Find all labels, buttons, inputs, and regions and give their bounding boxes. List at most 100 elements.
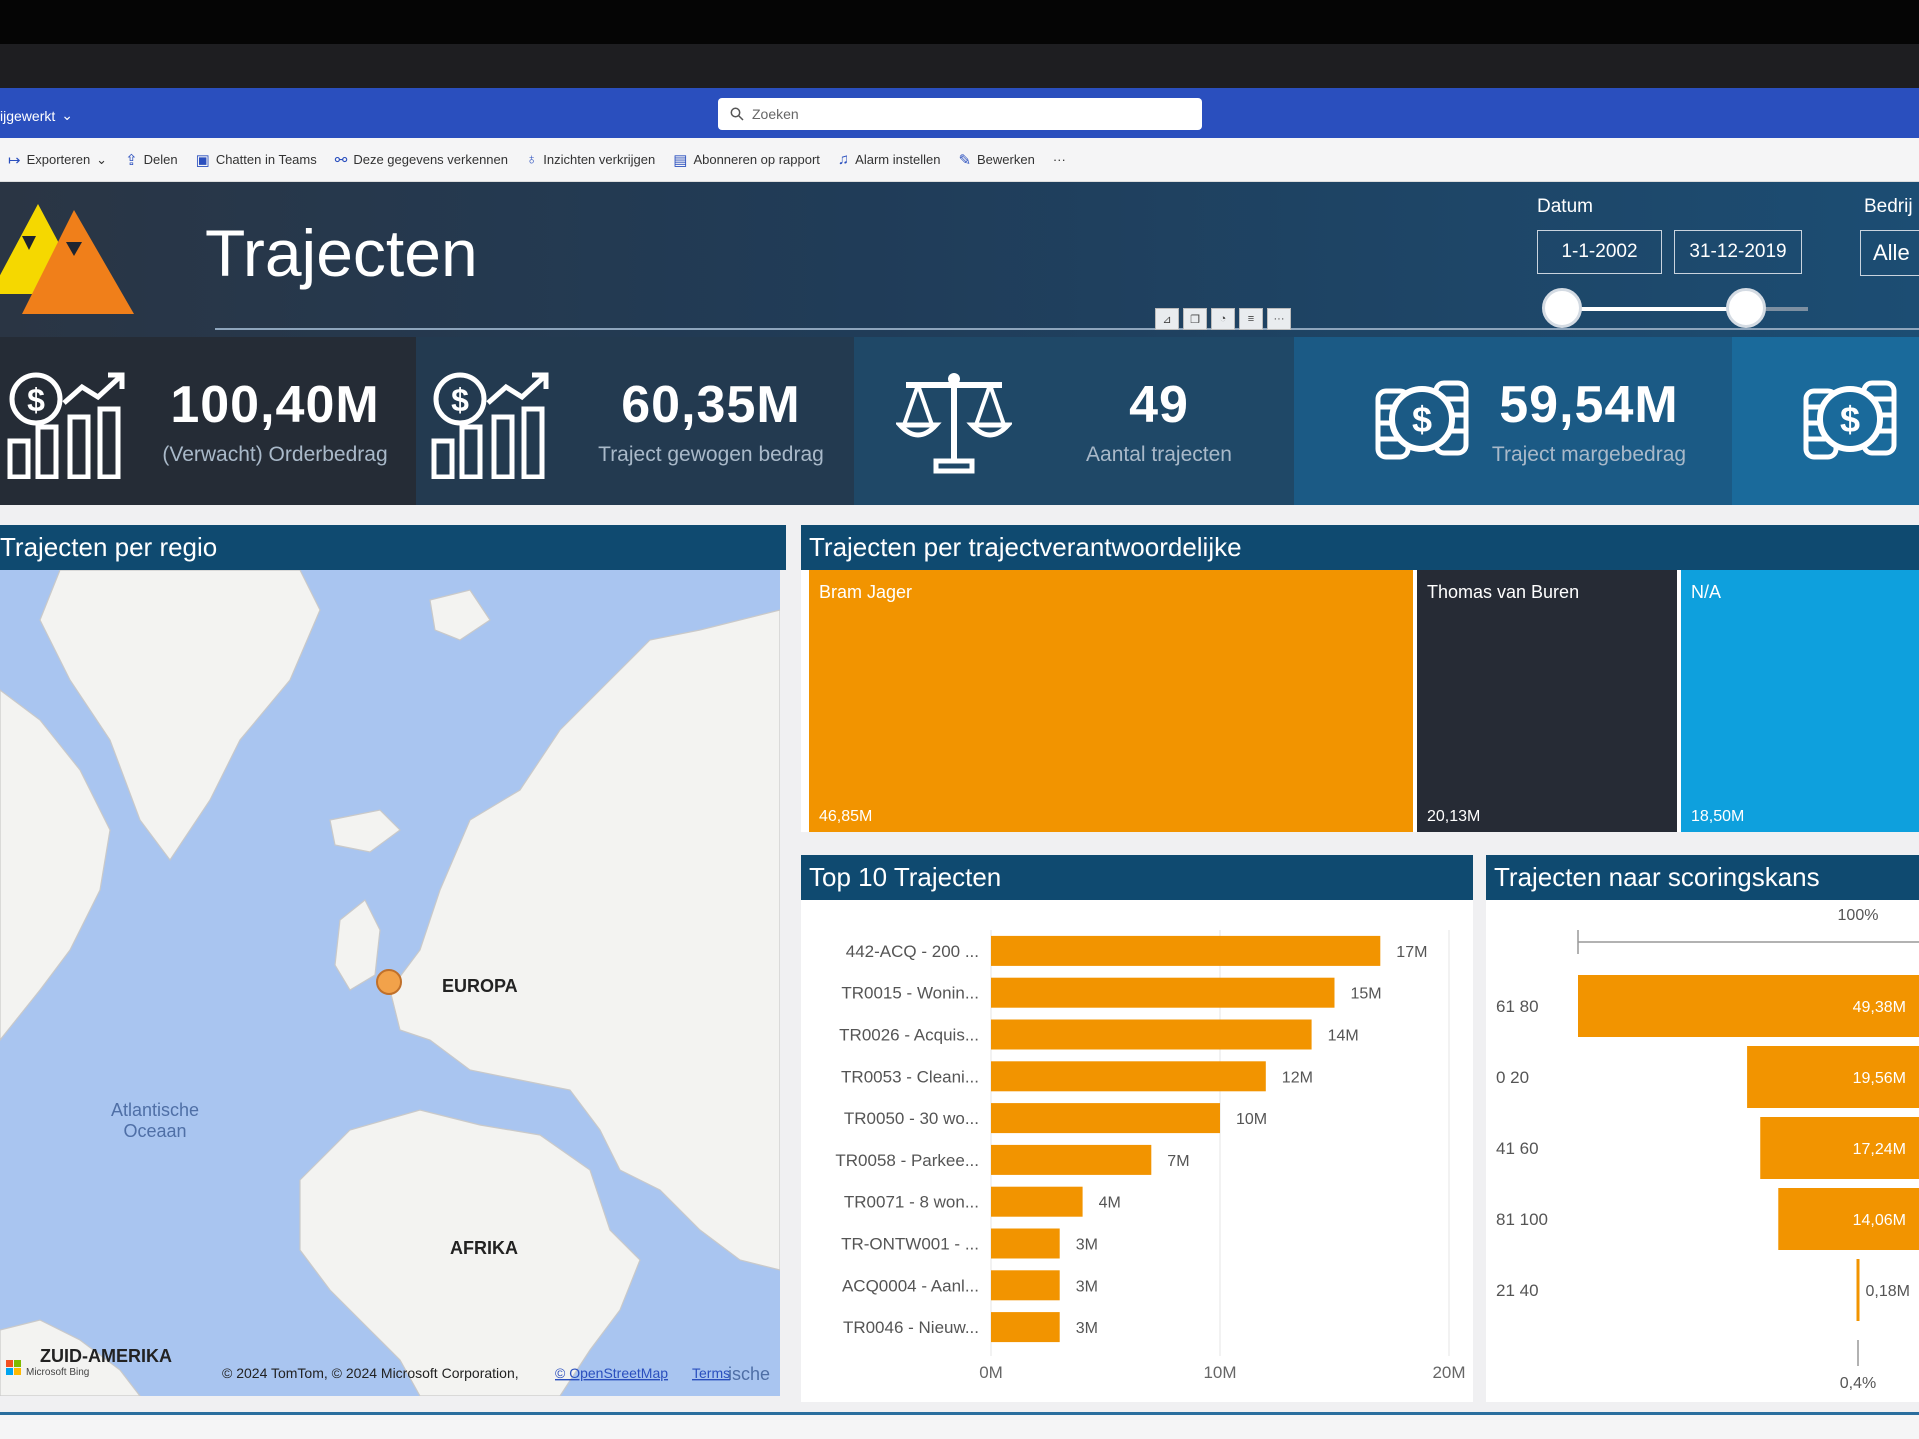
map-attribution: © 2024 TomTom, © 2024 Microsoft Corporat… [222,1365,519,1381]
chart-dollar-icon: $ [431,372,549,479]
region-map[interactable]: EUROPA AFRIKA ZUID-AMERIKA Atlantische O… [0,570,780,1396]
bar[interactable] [991,1019,1312,1050]
export-icon: ↦ [8,151,21,169]
date-slider-start-handle[interactable] [1542,288,1582,328]
x-tick-label: 10M [1203,1363,1236,1382]
chevron-down-icon: ⌄ [96,151,108,167]
bar[interactable] [991,1103,1220,1134]
company-slicer-dropdown[interactable]: Alle [1860,230,1919,276]
bell-icon[interactable]: ◔ [1211,308,1235,330]
chart-dollar-icon: $ [7,372,125,479]
bar[interactable] [991,1228,1060,1259]
bar[interactable] [991,1144,1152,1175]
chevron-down-icon: ⌄ [61,107,73,123]
scale-icon [896,373,1012,474]
bar-value-label: 12M [1282,1069,1313,1086]
export-button[interactable]: ↦ Exporteren ⌄ [8,151,108,169]
date-slider-end-handle[interactable] [1726,288,1766,328]
bar[interactable] [991,977,1335,1008]
logo [0,204,134,314]
funnel-bar[interactable] [1760,1117,1919,1179]
eurasia-shape [389,609,780,1271]
svg-text:$: $ [451,382,469,418]
category-label: TR0015 - Wonin... [841,984,979,1003]
bar[interactable] [991,935,1381,966]
kpi-card-partial: $ [1732,337,1919,505]
kpi-label: Aantal trajecten [1086,443,1232,466]
treemap-tile-name: Thomas van Buren [1427,582,1580,602]
kpi-card-orderbedrag: $ 100,40M (Verwacht) Orderbedrag [0,337,416,505]
map-bubble-europe[interactable] [376,969,402,995]
funnel-bar[interactable] [1578,975,1919,1037]
bar-value-label: 14M [1328,1028,1359,1045]
pencil-icon: ✎ [958,151,972,169]
search-placeholder: Zoeken [752,106,799,122]
funnel-value-label: 49,38M [1853,999,1906,1016]
treemap-tile[interactable]: N/A 18,50M [1681,570,1919,832]
kpi-label: (Verwacht) Orderbedrag [162,443,388,466]
treemap-tile[interactable]: Bram Jager 46,85M [809,570,1413,832]
top10-svg: 0M 10M 20M 442-ACQ - 200 ... 17M TR0015 - Won… [835,930,1466,1382]
date-to-input[interactable]: 31-12-2019 [1674,230,1802,274]
funnel-category-label: 61 80 [1496,997,1539,1016]
category-label: TR0026 - Acquis... [839,1026,979,1045]
bar-value-label: 15M [1351,986,1382,1003]
funnel-value-label: 14,06M [1853,1212,1906,1229]
bar[interactable] [991,1312,1060,1343]
uk-shape [334,899,381,991]
teams-chat-button[interactable]: ▣ Chatten in Teams [195,151,317,169]
bing-label: Microsoft Bing [26,1367,89,1378]
bar[interactable] [991,1061,1266,1092]
greenland-shape [39,570,321,862]
more-icon[interactable]: ··· [1267,308,1291,330]
osm-link[interactable]: © OpenStreetMap [555,1365,668,1381]
funnel-value-label: 0,18M [1866,1283,1910,1300]
explore-data-button[interactable]: ⚯ Deze gegevens verkennen [334,151,508,169]
treemap-tile-value: 46,85M [819,808,873,825]
teams-icon: ▣ [195,151,210,169]
subscribe-button[interactable]: ▤ Abonneren op rapport [673,151,820,169]
treemap-tile[interactable]: Thomas van Buren 20,13M [1417,570,1677,832]
insights-button[interactable]: ♁ Inzichten verkrijgen [526,151,656,168]
binoculars-icon: ⚯ [334,151,348,169]
funnel-bar[interactable] [1747,1046,1919,1108]
set-alert-button[interactable]: ♫ Alarm instellen [837,151,941,168]
share-button[interactable]: ⇪ Delen [125,151,178,169]
bar-value-label: 3M [1076,1320,1098,1337]
workspace-selector[interactable]: ijgewerkt ⌄ [0,107,73,124]
date-slider-range [1560,307,1748,311]
south-america-shape [0,1319,141,1396]
pin-icon[interactable]: ⊿ [1155,308,1179,330]
search-icon [730,107,744,121]
treemap-tile-name: N/A [1691,582,1722,602]
funnel-top-label: 100% [1838,907,1879,924]
bar[interactable] [991,1186,1083,1217]
label-afrika: AFRIKA [450,1238,518,1258]
funnel-bar[interactable] [1778,1188,1919,1250]
share-icon: ⇪ [125,151,138,169]
date-from-input[interactable]: 1-1-2002 [1537,230,1662,274]
svg-text:$: $ [1840,399,1860,440]
coins-dollar-icon: $ [1375,380,1469,460]
action-toolbar: ↦ Exporteren ⌄ ⇪ Delen ▣ Chatten in Teams ⚯ D… [0,138,1919,182]
more-options-button[interactable]: ··· [1052,152,1066,167]
kpi-label: Traject margebedrag [1491,443,1687,466]
funnel-bar[interactable] [1856,1259,1860,1321]
funnel-category-label: 21 40 [1496,1281,1539,1300]
bar-value-label: 7M [1167,1153,1189,1170]
filter-icon[interactable]: ≡ [1239,308,1263,330]
treemap-tile-name: Bram Jager [819,582,913,602]
top10-panel-title: Top 10 Trajecten [801,855,1473,900]
search-input[interactable]: Zoeken [718,98,1202,130]
funnel-category-label: 41 60 [1496,1139,1539,1158]
bar[interactable] [991,1270,1060,1301]
date-slicer-label: Datum [1537,196,1593,217]
iceland-shape [329,809,401,853]
terms-link[interactable]: Terms [692,1365,730,1381]
copy-icon[interactable]: ❐ [1183,308,1207,330]
edit-button[interactable]: ✎ Bewerken [958,151,1035,169]
bar-value-label: 10M [1236,1111,1267,1128]
bell-icon: ♫ [837,151,850,168]
bar-value-label: 3M [1076,1237,1098,1254]
